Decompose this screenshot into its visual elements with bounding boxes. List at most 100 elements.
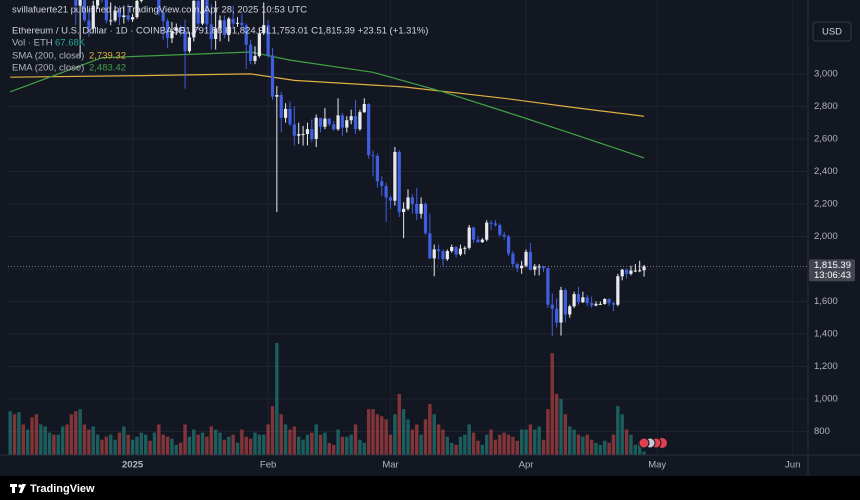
x-tick-label: Apr bbox=[519, 460, 534, 471]
event-icon bbox=[638, 437, 650, 449]
volume-bar bbox=[616, 406, 620, 455]
volume-bar bbox=[310, 432, 314, 455]
candle-body bbox=[528, 251, 533, 270]
candle-body bbox=[266, 25, 270, 56]
volume-bar bbox=[401, 409, 406, 455]
volume-bar bbox=[371, 409, 375, 455]
volume-bar bbox=[436, 424, 441, 455]
candle-body bbox=[423, 203, 428, 234]
symbol: Ethereum / U.S. Dollar · 1D · COINBASE bbox=[12, 26, 185, 37]
volume-bar bbox=[620, 414, 624, 455]
volume-bar bbox=[515, 440, 519, 455]
volume-bar bbox=[270, 406, 275, 455]
volume-bar bbox=[100, 439, 104, 455]
candle-body bbox=[78, 0, 82, 6]
volume-bar bbox=[288, 429, 292, 455]
volume-bar bbox=[489, 429, 493, 455]
candle-body bbox=[288, 108, 292, 125]
candle-body bbox=[546, 268, 550, 305]
candle-body bbox=[244, 25, 248, 45]
candle-body bbox=[275, 95, 279, 97]
volume-bar bbox=[450, 442, 454, 455]
volume-bar bbox=[262, 434, 266, 455]
volume-bar bbox=[563, 414, 568, 455]
currency-box[interactable] bbox=[812, 21, 852, 42]
volume-bar bbox=[480, 444, 485, 455]
candle-body bbox=[240, 22, 244, 26]
candle-body bbox=[603, 299, 607, 304]
candle-body bbox=[415, 203, 419, 214]
candle-body bbox=[489, 222, 493, 224]
brand-logo bbox=[10, 484, 26, 493]
volume-bar bbox=[222, 439, 227, 455]
candle-body bbox=[349, 116, 353, 121]
candle-body bbox=[314, 117, 318, 139]
candle-body bbox=[502, 234, 506, 237]
candle-body bbox=[270, 55, 275, 97]
volume-bar bbox=[633, 444, 638, 455]
volume-bar bbox=[235, 442, 240, 455]
volume-bar bbox=[279, 414, 283, 455]
x-tick-label: 2025 bbox=[122, 460, 144, 471]
volume-bar bbox=[148, 440, 152, 455]
candle-body bbox=[200, 0, 205, 24]
candle-body bbox=[139, 0, 143, 1]
volume-bar bbox=[209, 426, 213, 455]
volume-bar bbox=[183, 424, 187, 455]
volume-bar bbox=[152, 432, 157, 455]
candle-body bbox=[104, 0, 108, 21]
candle-body bbox=[170, 30, 174, 39]
volume-legend: Vol · ETH bbox=[12, 38, 53, 49]
candle-body bbox=[480, 239, 484, 243]
volume-bar bbox=[528, 424, 533, 455]
candle-body bbox=[327, 118, 331, 125]
volume-bar bbox=[292, 426, 297, 455]
volume-bar bbox=[589, 439, 594, 455]
candle-body bbox=[629, 270, 633, 274]
volume-bar bbox=[384, 419, 388, 455]
volume-bar bbox=[117, 432, 122, 455]
volume-bar bbox=[187, 436, 192, 455]
volume-bar bbox=[91, 426, 95, 455]
candle-body bbox=[117, 10, 122, 18]
volume-bar bbox=[34, 414, 39, 455]
events bbox=[638, 437, 667, 449]
volume-bar bbox=[554, 393, 559, 455]
candle-body bbox=[624, 269, 629, 274]
candle-body bbox=[362, 104, 366, 113]
candle-body bbox=[511, 253, 515, 265]
volume-bar bbox=[340, 436, 345, 455]
volume-bar bbox=[253, 432, 257, 455]
currency[interactable]: USD bbox=[822, 27, 842, 38]
candle-body bbox=[598, 303, 602, 305]
y-tick-label: 1,600 bbox=[814, 296, 838, 307]
volume-bar bbox=[196, 434, 200, 455]
candle-body bbox=[257, 33, 261, 57]
candle-body bbox=[367, 104, 371, 156]
candle-body bbox=[520, 265, 524, 269]
x-tick-label: May bbox=[648, 460, 666, 471]
volume-bar bbox=[511, 436, 515, 455]
candle-body bbox=[209, 24, 213, 39]
volume-bar bbox=[87, 429, 91, 455]
volume-bar bbox=[218, 432, 222, 455]
volume-bar bbox=[314, 424, 318, 455]
candle-body bbox=[559, 290, 563, 323]
volume-bar bbox=[428, 404, 432, 455]
candle-body bbox=[410, 197, 414, 204]
volume-bar bbox=[283, 424, 288, 455]
candle-body bbox=[231, 18, 235, 24]
volume-bar bbox=[629, 434, 633, 455]
y-tick-label: 3,000 bbox=[814, 68, 838, 79]
candle-body bbox=[253, 56, 257, 61]
volume-bar bbox=[240, 429, 244, 455]
publisher: svillafuerte21 published on TradingView.… bbox=[12, 5, 307, 16]
volume-bar bbox=[161, 434, 165, 455]
volume-bar bbox=[139, 432, 144, 455]
volume-bar bbox=[323, 432, 327, 455]
candle-body bbox=[218, 20, 222, 29]
candle-body bbox=[227, 18, 231, 35]
candle-body bbox=[441, 251, 445, 260]
volume-bar bbox=[301, 439, 305, 455]
candle-body bbox=[537, 266, 541, 268]
